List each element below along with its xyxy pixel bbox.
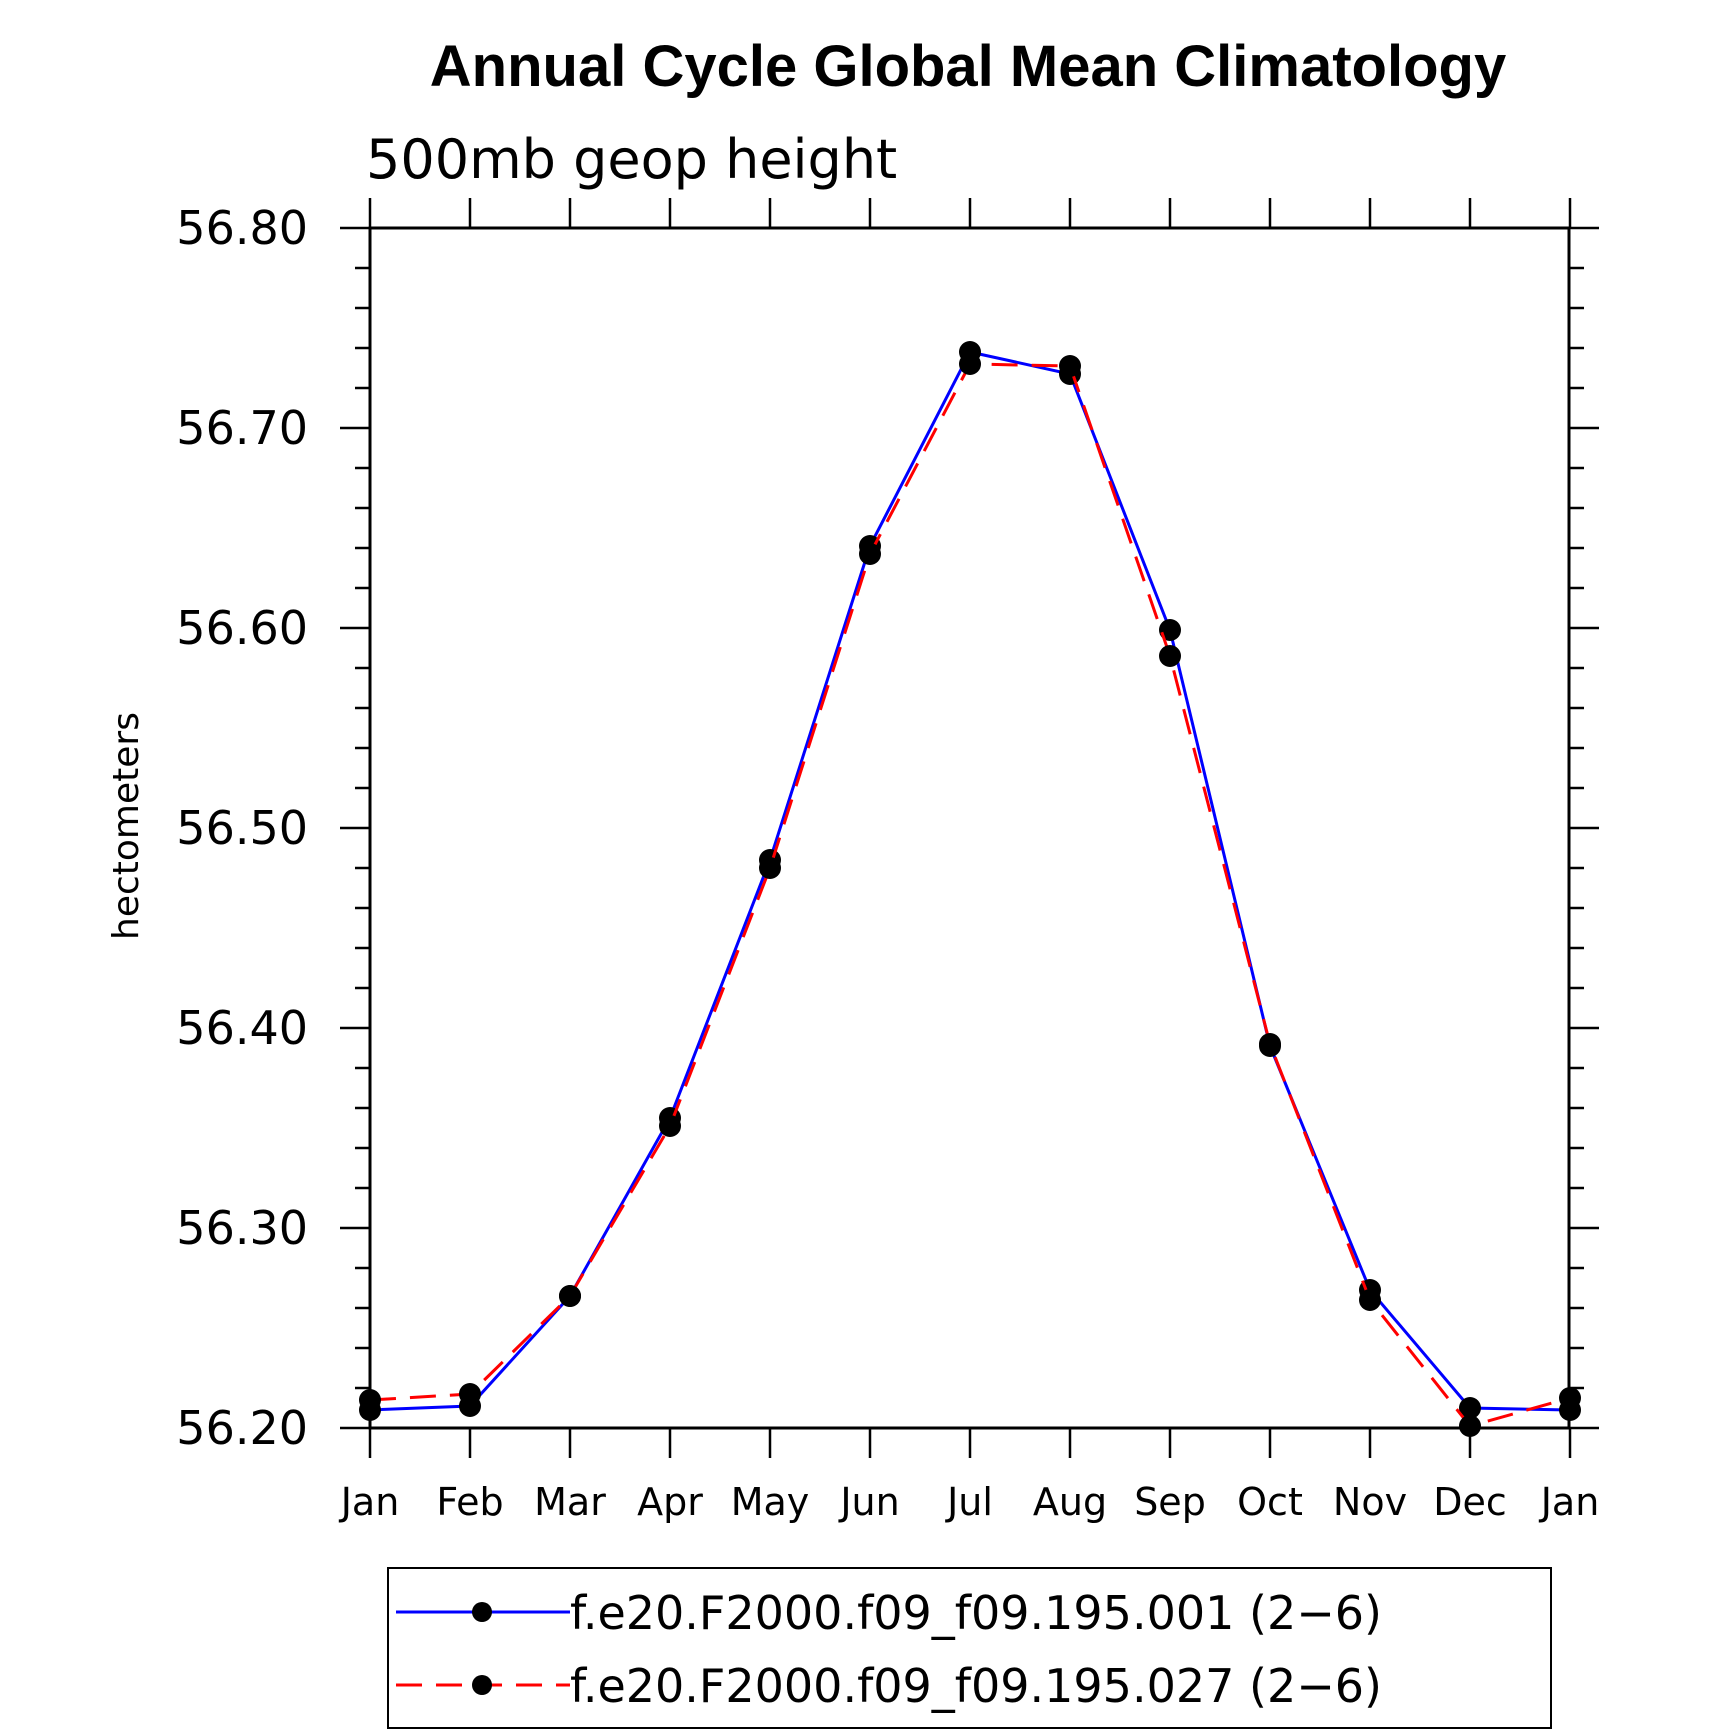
- tick-marks: [340, 198, 1599, 1458]
- chart-subtitle: 500mb geop height: [366, 128, 897, 191]
- x-tick-label: May: [731, 1480, 810, 1524]
- x-tick-label: Apr: [637, 1480, 703, 1524]
- series-1-line: [369, 350, 1571, 1412]
- y-tick-label: 56.70: [176, 401, 308, 455]
- chart-title: Annual Cycle Global Mean Climatology: [430, 34, 1506, 99]
- x-tick-label: Jan: [339, 1480, 400, 1524]
- x-tick-label: Sep: [1134, 1480, 1206, 1524]
- series-2-point: [659, 1115, 681, 1137]
- legend-label-series-1: f.e20.F2000.f09_f09.195.001 (2−6): [570, 1586, 1382, 1640]
- series-2-point: [1359, 1289, 1381, 1311]
- legend-label-series-2: f.e20.F2000.f09_f09.195.027 (2−6): [570, 1659, 1382, 1713]
- y-tick-label: 56.40: [176, 1001, 308, 1055]
- series-2-point: [1059, 355, 1081, 377]
- x-tick-label: Jan: [1539, 1480, 1600, 1524]
- series-2-point: [1159, 645, 1181, 667]
- series-1: [359, 341, 1581, 1421]
- legend-marker-series-2: [472, 1675, 492, 1695]
- series-2-point: [359, 1389, 381, 1411]
- series-2-line: [369, 362, 1571, 1428]
- series-2-point: [959, 353, 981, 375]
- x-tick-label: Feb: [436, 1480, 503, 1524]
- y-tick-label: 56.20: [176, 1401, 308, 1455]
- x-tick-label: Nov: [1333, 1480, 1407, 1524]
- series-2-point: [1559, 1387, 1581, 1409]
- x-tick-label: Jul: [945, 1480, 993, 1524]
- series-2-point: [459, 1383, 481, 1405]
- plot-frame: [368, 226, 1571, 1430]
- legend-marker-series-1: [472, 1602, 492, 1622]
- series-layer: [359, 341, 1581, 1437]
- y-tick-label: 56.60: [176, 601, 308, 655]
- y-axis-label: hectometers: [106, 712, 147, 940]
- y-tick-label: 56.30: [176, 1201, 308, 1255]
- series-2-point: [559, 1285, 581, 1307]
- x-tick-label: Mar: [534, 1480, 606, 1524]
- series-2: [359, 353, 1581, 1437]
- series-2-point: [1459, 1415, 1481, 1437]
- series-2-point: [859, 543, 881, 565]
- y-tick-label: 56.80: [176, 201, 308, 255]
- legend: f.e20.F2000.f09_f09.195.001 (2−6) f.e20.…: [387, 1567, 1552, 1729]
- x-tick-label: Dec: [1433, 1480, 1507, 1524]
- y-tick-label: 56.50: [176, 801, 308, 855]
- series-2-point: [759, 857, 781, 879]
- x-tick-label: Oct: [1237, 1480, 1303, 1524]
- tick-labels: 56.20 56.30 56.40 56.50 56.60 56.70 56.80 Jan Fe…: [176, 201, 1599, 1524]
- series-2-point: [1259, 1033, 1281, 1055]
- x-tick-label: Aug: [1033, 1480, 1107, 1524]
- series-1-point: [1459, 1397, 1481, 1419]
- x-tick-label: Jun: [838, 1480, 899, 1524]
- legend-box: [387, 1567, 1552, 1729]
